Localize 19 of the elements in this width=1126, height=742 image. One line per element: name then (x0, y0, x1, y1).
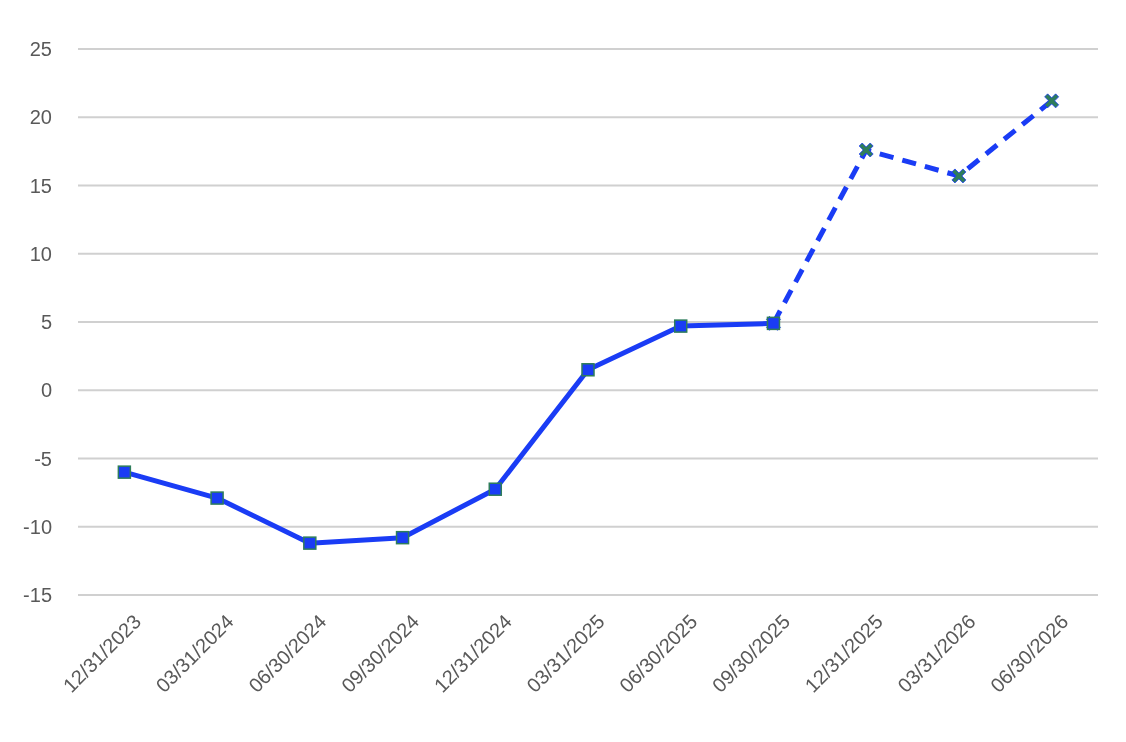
point (858, 142, 874, 158)
y-tick-label: -5 (34, 447, 52, 470)
y-tick-label: 0 (40, 379, 52, 402)
point (581, 363, 595, 377)
point (488, 482, 503, 496)
point (1044, 93, 1060, 109)
y-tick-label: 15 (29, 174, 52, 197)
point (673, 319, 688, 333)
y-tick-label: 5 (40, 311, 52, 333)
y-tick-label: 10 (29, 242, 52, 265)
point (117, 465, 132, 479)
y-tick-label: 20 (29, 106, 52, 129)
point (395, 530, 410, 545)
point (951, 168, 967, 184)
y-tick-label: -15 (23, 584, 52, 606)
point (303, 536, 317, 550)
y-tick-label: -10 (23, 515, 52, 538)
point (210, 491, 224, 505)
y-tick-label: 25 (29, 38, 52, 60)
